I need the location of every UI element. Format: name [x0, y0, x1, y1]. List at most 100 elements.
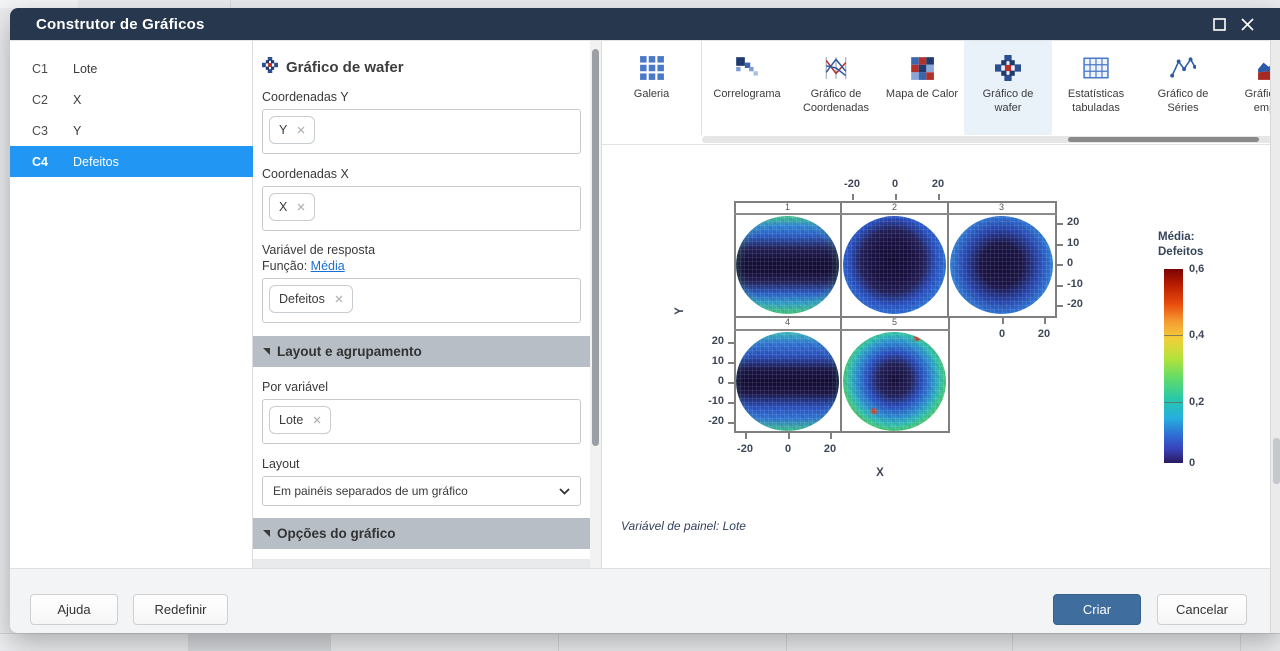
wafer-chart-icon — [964, 53, 1052, 83]
scrollbar-thumb[interactable] — [1068, 137, 1259, 142]
legend-tick-label: 0,2 — [1189, 396, 1219, 408]
right-panel: Galeria Correlograma Gráfico de Coord — [601, 41, 1280, 568]
y-axis-title: Y — [674, 301, 686, 321]
scrollbar-thumb[interactable] — [592, 49, 599, 446]
reset-button[interactable]: Redefinir — [133, 594, 228, 625]
coord-y-label: Coordenadas Y — [262, 90, 581, 104]
chip-y[interactable]: Y — [269, 116, 315, 144]
wafer-chart-icon — [262, 57, 278, 77]
coord-x-dropzone[interactable]: X — [262, 186, 581, 231]
gallery-item-mapa-calor[interactable]: Mapa de Calor — [880, 41, 964, 135]
dialog-footer: Ajuda Redefinir Criar Cancelar — [10, 568, 1280, 633]
chip-remove-icon[interactable] — [313, 416, 321, 424]
response-label: Variável de resposta — [262, 243, 581, 257]
collapse-triangle-icon — [263, 530, 270, 537]
chip-label: X — [279, 200, 287, 214]
column-row-c1[interactable]: C1 Lote — [10, 53, 253, 84]
axis-tick-label: -20 — [835, 178, 869, 190]
axis-tick-label: 0 — [985, 328, 1019, 340]
gallery-item-estatisticas[interactable]: Estatísticas tabuladas — [1052, 41, 1140, 135]
close-icon[interactable] — [1238, 15, 1256, 33]
section-layout-grouping[interactable]: Layout e agrupamento — [253, 336, 601, 367]
create-button[interactable]: Criar — [1053, 594, 1141, 625]
wafer-heatmap-3 — [950, 216, 1053, 314]
axis-tick-label: -20 — [1067, 298, 1095, 310]
panel-number: 3 — [950, 202, 1053, 212]
column-name: Lote — [73, 62, 97, 76]
column-id: C3 — [10, 124, 73, 138]
layout-select[interactable]: Em painéis separados de um gráfico — [262, 476, 581, 506]
axis-tick-label: -10 — [1067, 278, 1095, 290]
response-dropzone[interactable]: Defeitos — [262, 278, 581, 323]
gallery-scrollbar[interactable] — [702, 136, 1272, 143]
parallel-coordinates-icon — [792, 53, 880, 83]
panel-number: 5 — [843, 317, 946, 327]
dialog-titlebar[interactable]: Construtor de Gráficos — [10, 8, 1280, 40]
chip-remove-icon[interactable] — [297, 203, 305, 211]
axis-tick-label: 20 — [690, 335, 724, 347]
function-link[interactable]: Média — [311, 259, 345, 273]
gallery-item-wafer-selected[interactable]: Gráfico de wafer — [964, 41, 1052, 135]
dialog-title: Construtor de Gráficos — [36, 16, 205, 33]
scrollbar-thumb[interactable] — [1273, 438, 1280, 484]
wafer-heatmap-1 — [736, 216, 839, 314]
help-button[interactable]: Ajuda — [30, 594, 118, 625]
panel-number: 2 — [843, 202, 946, 212]
table-icon — [1052, 53, 1140, 83]
by-variable-dropzone[interactable]: Lote — [262, 399, 581, 444]
wafer-heatmap-5 — [843, 332, 946, 431]
chip-label: Lote — [279, 413, 303, 427]
chevron-down-icon — [559, 484, 570, 498]
axis-tick-label: 0 — [878, 178, 912, 190]
column-id: C2 — [10, 93, 73, 107]
builder-scrollbar[interactable] — [590, 41, 601, 568]
legend-title-line2: Defeitos — [1158, 246, 1203, 258]
heatmap-icon — [880, 53, 964, 83]
gallery-item-correlograma[interactable]: Correlograma — [702, 41, 792, 135]
builder-header: Gráfico de wafer — [262, 57, 581, 77]
column-row-c4-selected[interactable]: C4 Defeitos — [10, 146, 253, 177]
coord-y-dropzone[interactable]: Y — [262, 109, 581, 154]
panel-number: 4 — [736, 317, 839, 327]
column-row-c2[interactable]: C2 X — [10, 84, 253, 115]
axis-tick-label: 0 — [1067, 257, 1095, 269]
series-chart-icon — [1140, 53, 1226, 83]
legend-title-line1: Média: — [1158, 231, 1194, 243]
coord-x-label: Coordenadas X — [262, 167, 581, 181]
subsection-data-representation: Representação de dados — [253, 559, 601, 568]
axis-tick-label: 20 — [1067, 216, 1095, 228]
column-list: C1 Lote C2 X C3 Y C4 Defeitos — [10, 41, 253, 568]
gallery-item-series[interactable]: Gráfico de Séries — [1140, 41, 1226, 135]
chip-label: Defeitos — [279, 292, 325, 306]
column-row-c3[interactable]: C3 Y — [10, 115, 253, 146]
axis-tick-label: 10 — [690, 355, 724, 367]
dialog-right-scrollbar[interactable] — [1270, 40, 1280, 633]
collapse-triangle-icon — [263, 348, 270, 355]
legend-tick-label: 0 — [1189, 457, 1219, 469]
cancel-button[interactable]: Cancelar — [1157, 594, 1247, 625]
function-line: Função: Média — [262, 259, 581, 273]
chart-type-gallery: Galeria Correlograma Gráfico de Coord — [602, 41, 1280, 145]
panel-variable-footnote: Variável de painel: Lote — [621, 519, 746, 533]
column-name: Y — [73, 124, 81, 138]
chip-remove-icon[interactable] — [335, 295, 343, 303]
axis-tick-label: 10 — [1067, 237, 1095, 249]
worksheet-strip — [0, 633, 1280, 650]
gallery-item-galeria[interactable]: Galeria — [602, 41, 701, 135]
chip-x[interactable]: X — [269, 193, 315, 221]
chip-defeitos[interactable]: Defeitos — [269, 285, 353, 313]
gallery-grid-icon — [602, 53, 701, 83]
function-label: Função: — [262, 259, 307, 273]
column-name: Defeitos — [73, 155, 119, 169]
gallery-item-coordenadas[interactable]: Gráfico de Coordenadas — [792, 41, 880, 135]
panel-number: 1 — [736, 202, 839, 212]
chip-label: Y — [279, 123, 287, 137]
wafer-heatmap-4 — [736, 332, 839, 431]
chip-lote[interactable]: Lote — [269, 406, 331, 434]
section-graph-options[interactable]: Opções do gráfico — [253, 518, 601, 549]
chip-remove-icon[interactable] — [297, 126, 305, 134]
legend-color-bar — [1164, 269, 1183, 463]
column-id: C4 — [10, 155, 73, 169]
maximize-icon[interactable] — [1210, 15, 1228, 33]
